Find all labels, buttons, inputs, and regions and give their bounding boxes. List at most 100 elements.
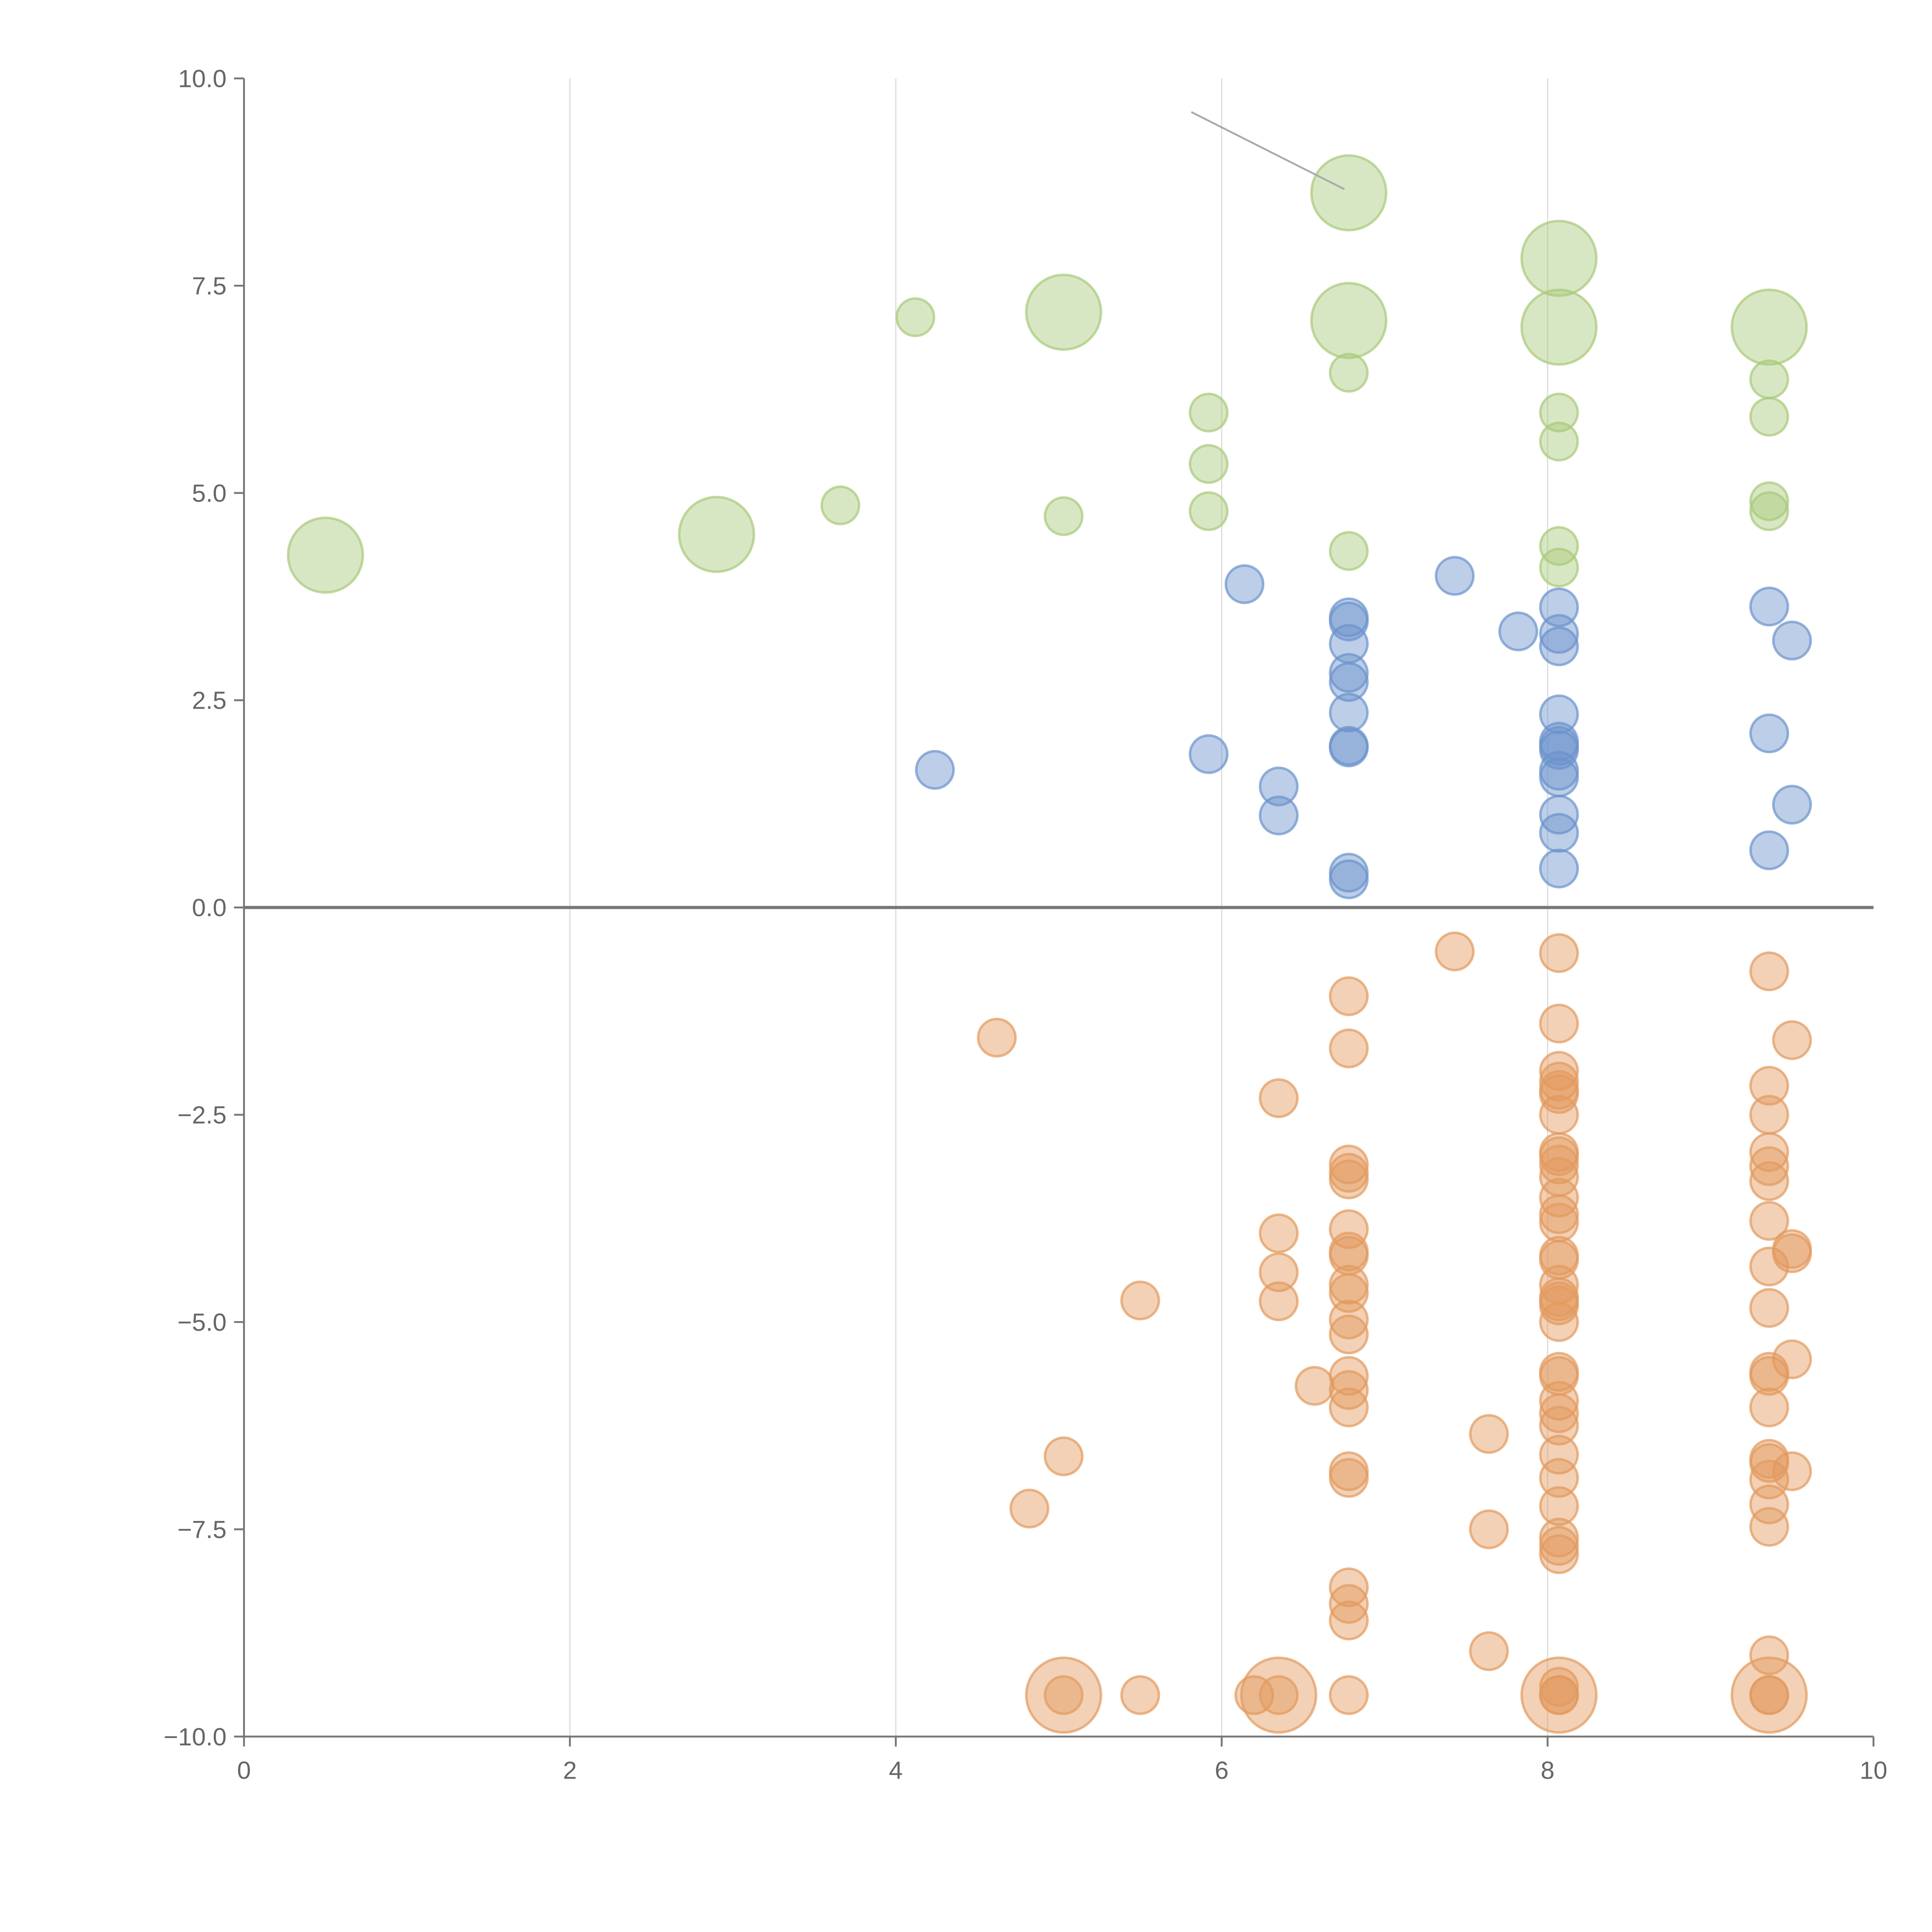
- y-tick-label: 7.5: [192, 272, 227, 300]
- point-blue: [1772, 784, 1812, 825]
- point-orange: [1469, 1414, 1509, 1454]
- point-orange: [1772, 1451, 1812, 1492]
- point-green: [1329, 531, 1369, 571]
- point-orange: [1044, 1675, 1084, 1715]
- point-green: [1025, 274, 1102, 351]
- point-orange: [1329, 1458, 1369, 1498]
- point-orange: [1539, 1667, 1579, 1707]
- point-blue: [1749, 587, 1789, 627]
- point-orange: [1329, 1315, 1369, 1355]
- point-blue: [1329, 859, 1369, 900]
- point-blue: [1539, 694, 1579, 735]
- x-tick-label: 10: [1860, 1757, 1888, 1784]
- point-green: [895, 297, 935, 337]
- point-blue: [1539, 849, 1579, 889]
- point-orange: [1749, 1356, 1789, 1396]
- point-green: [1539, 526, 1579, 566]
- point-orange: [1749, 1161, 1789, 1201]
- y-tick-label: 10.0: [178, 65, 226, 93]
- y-tick-label: −7.5: [177, 1515, 226, 1543]
- y-tick-label: −10.0: [163, 1723, 226, 1751]
- point-orange: [1539, 1534, 1579, 1574]
- point-orange: [1329, 976, 1369, 1016]
- point-green: [1189, 444, 1229, 484]
- point-orange: [1120, 1281, 1160, 1321]
- point-orange: [1329, 1265, 1369, 1305]
- x-tick-label: 8: [1541, 1757, 1554, 1784]
- point-orange: [1329, 1299, 1369, 1340]
- point-orange: [1025, 1656, 1102, 1734]
- x-tick-label: 0: [237, 1757, 251, 1784]
- point-orange: [1329, 1159, 1369, 1199]
- point-orange: [1749, 951, 1789, 992]
- point-orange: [1749, 1675, 1789, 1715]
- point-orange: [1539, 1435, 1579, 1475]
- point-orange: [1539, 1074, 1579, 1114]
- point-green: [1189, 393, 1229, 433]
- point-orange: [1772, 1233, 1812, 1273]
- point-orange: [1539, 1675, 1579, 1715]
- point-orange: [1539, 1136, 1579, 1176]
- point-blue: [1498, 611, 1538, 651]
- point-green: [820, 485, 861, 526]
- point-orange: [1539, 1095, 1579, 1135]
- point-orange: [1749, 1095, 1789, 1135]
- point-blue: [915, 750, 955, 790]
- point-orange: [1259, 1078, 1299, 1118]
- point-green: [1749, 359, 1789, 400]
- point-orange: [1539, 1393, 1579, 1433]
- point-orange: [1539, 1061, 1579, 1102]
- point-orange: [1749, 1066, 1789, 1106]
- point-blue: [1259, 795, 1299, 835]
- point-orange: [1329, 1567, 1369, 1607]
- point-green: [1310, 154, 1388, 231]
- point-blue: [1329, 692, 1369, 733]
- point-orange: [977, 1017, 1017, 1058]
- point-blue: [1539, 614, 1579, 654]
- point-blue: [1749, 713, 1789, 753]
- y-tick-label: 0.0: [192, 894, 227, 922]
- point-orange: [1539, 1285, 1579, 1326]
- point-orange: [1435, 931, 1475, 971]
- point-blue: [1329, 727, 1369, 768]
- point-orange: [1240, 1656, 1318, 1734]
- point-orange: [1730, 1656, 1808, 1734]
- point-orange: [1539, 1194, 1579, 1235]
- point-orange: [1120, 1675, 1160, 1715]
- point-orange: [1539, 1486, 1579, 1526]
- point-blue: [1329, 653, 1369, 693]
- point-orange: [1294, 1366, 1335, 1406]
- point-orange: [1539, 933, 1579, 973]
- point-orange: [1329, 1675, 1369, 1715]
- point-orange: [1520, 1656, 1598, 1734]
- point-orange: [1009, 1488, 1049, 1529]
- point-blue: [1772, 621, 1812, 661]
- point-blue: [1225, 564, 1265, 604]
- point-green: [287, 516, 364, 594]
- y-tick-label: −2.5: [177, 1101, 226, 1129]
- point-orange: [1259, 1675, 1299, 1715]
- point-green: [1329, 353, 1369, 393]
- point-green: [1539, 548, 1579, 588]
- point-blue: [1749, 830, 1789, 871]
- point-green: [1044, 496, 1084, 536]
- annotation-leader-line: [1191, 111, 1345, 190]
- point-orange: [1539, 1517, 1579, 1558]
- point-orange: [1469, 1631, 1509, 1671]
- point-orange: [1749, 1288, 1789, 1328]
- point-blue: [1539, 757, 1579, 798]
- y-tick-label: −5.0: [177, 1308, 226, 1336]
- point-orange: [1749, 1201, 1789, 1241]
- point-green: [1520, 288, 1598, 366]
- point-green: [1749, 396, 1789, 437]
- point-blue: [1259, 766, 1299, 806]
- point-orange: [1749, 1387, 1789, 1427]
- point-orange: [1329, 1584, 1369, 1624]
- point-orange: [1539, 1526, 1579, 1566]
- point-blue: [1329, 601, 1369, 641]
- point-orange: [1539, 1202, 1579, 1243]
- point-green: [1730, 288, 1808, 366]
- y-tick-label: 5.0: [192, 479, 227, 507]
- point-orange: [1329, 1356, 1369, 1396]
